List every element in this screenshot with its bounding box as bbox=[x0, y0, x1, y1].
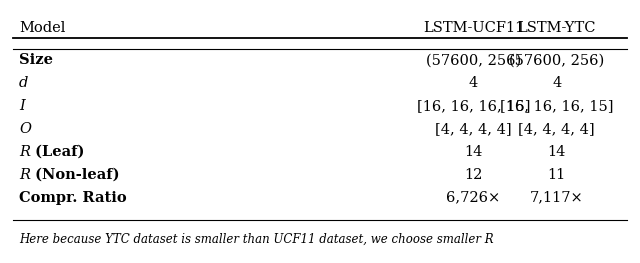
Text: 12: 12 bbox=[465, 168, 483, 182]
Text: 4: 4 bbox=[469, 76, 478, 90]
Text: Model: Model bbox=[19, 21, 65, 35]
Text: d: d bbox=[19, 76, 29, 90]
Text: 14: 14 bbox=[548, 145, 566, 159]
Text: R: R bbox=[19, 168, 30, 182]
Text: [4, 4, 4, 4]: [4, 4, 4, 4] bbox=[518, 122, 595, 136]
Text: LSTM-YTC: LSTM-YTC bbox=[518, 21, 596, 35]
Text: (Non-leaf): (Non-leaf) bbox=[30, 168, 120, 182]
Text: 4: 4 bbox=[552, 76, 561, 90]
Text: [4, 4, 4, 4]: [4, 4, 4, 4] bbox=[435, 122, 512, 136]
Text: 11: 11 bbox=[548, 168, 566, 182]
Text: 14: 14 bbox=[465, 145, 483, 159]
Text: (57600, 256): (57600, 256) bbox=[509, 53, 604, 68]
Text: [16, 16, 16, 15]: [16, 16, 16, 15] bbox=[500, 99, 614, 113]
Text: I: I bbox=[19, 99, 25, 113]
Text: Size: Size bbox=[19, 53, 53, 68]
Text: 6,726×: 6,726× bbox=[447, 191, 500, 205]
Text: LSTM-UCF11: LSTM-UCF11 bbox=[423, 21, 524, 35]
Text: (57600, 256): (57600, 256) bbox=[426, 53, 521, 68]
Text: R: R bbox=[19, 145, 30, 159]
Text: 7,117×: 7,117× bbox=[530, 191, 584, 205]
Text: O: O bbox=[19, 122, 31, 136]
Text: [16, 16, 16, 15]: [16, 16, 16, 15] bbox=[417, 99, 531, 113]
Text: Compr. Ratio: Compr. Ratio bbox=[19, 191, 127, 205]
Text: (Leaf): (Leaf) bbox=[30, 145, 84, 159]
Text: Here because YTC dataset is smaller than UCF11 dataset, we choose smaller R: Here because YTC dataset is smaller than… bbox=[19, 233, 494, 246]
